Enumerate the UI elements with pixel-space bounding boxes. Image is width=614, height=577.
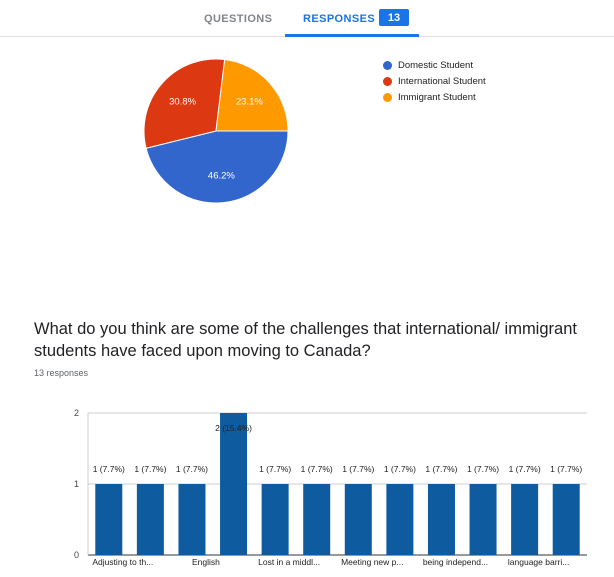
bar	[469, 484, 497, 555]
bar	[344, 484, 372, 555]
pie-slice-label: 30.8%	[169, 96, 196, 107]
legend-item: International Student	[383, 73, 486, 89]
x-tick-label: Adjusting to th...	[92, 557, 153, 567]
pie-legend: Domestic Student International Student Imm…	[383, 57, 486, 105]
x-tick-label: language barri...	[508, 557, 569, 567]
legend-label: International Student	[398, 75, 486, 87]
tab-responses-label: RESPONSES	[303, 12, 376, 25]
bar-data-label: 1 (7.7%)	[467, 464, 499, 474]
bar	[427, 484, 455, 555]
legend-swatch	[383, 92, 392, 102]
pie-slice-international-student	[143, 58, 226, 149]
bar-data-label: 1 (7.7%)	[301, 464, 333, 474]
bar	[552, 484, 580, 555]
tab-responses[interactable]: RESPONSES	[303, 0, 375, 37]
bar-data-label: 1 (7.7%)	[509, 464, 541, 474]
pie-slice-label: 46.2%	[208, 170, 235, 181]
pie-slice-label: 23.1%	[236, 96, 263, 107]
bar-data-label: 1 (7.7%)	[425, 464, 457, 474]
bar-chart: 0 1 2 1 (7.7%) Adjusting to th... 1 (7.7%) 1 (…	[74, 408, 587, 567]
bar	[178, 484, 206, 555]
tab-questions[interactable]: QUESTIONS	[204, 0, 272, 37]
legend-label: Immigrant Student	[398, 91, 476, 103]
x-tick-label: being independ...	[423, 557, 488, 567]
question-title: What do you think are some of the challe…	[34, 320, 577, 360]
y-tick-label: 0	[74, 550, 79, 560]
x-tick-label: English	[192, 557, 220, 567]
bar-data-label: 1 (7.7%)	[259, 464, 291, 474]
bar	[511, 484, 539, 555]
active-tab-indicator	[285, 34, 419, 37]
pie-slice-immigrant-student	[215, 58, 289, 132]
bar-data-label: 2 (15.4%)	[215, 423, 252, 433]
bar-data-label: 1 (7.7%)	[176, 464, 208, 474]
legend-swatch	[383, 76, 392, 86]
bar-data-label: 1 (7.7%)	[550, 464, 582, 474]
bar-data-label: 1 (7.7%)	[384, 464, 416, 474]
bar	[136, 484, 164, 555]
bar	[220, 413, 248, 555]
responses-count-badge: 13	[379, 9, 409, 26]
bar	[386, 484, 414, 555]
y-tick-label: 1	[74, 479, 79, 489]
x-tick-label: Meeting new p...	[341, 557, 403, 567]
tab-bar: QUESTIONS RESPONSES 13	[0, 0, 614, 37]
bar	[303, 484, 331, 555]
bar-data-label: 1 (7.7%)	[342, 464, 374, 474]
legend-label: Domestic Student	[398, 59, 473, 71]
bar	[95, 484, 123, 555]
y-tick-label: 2	[74, 408, 79, 418]
tab-questions-label: QUESTIONS	[204, 12, 273, 25]
legend-item: Immigrant Student	[383, 89, 486, 105]
legend-swatch	[383, 60, 392, 70]
response-count: 13 responses	[34, 368, 89, 378]
legend-item: Domestic Student	[383, 57, 486, 73]
pie-chart: 46.2% 30.8% 23.1%	[143, 58, 289, 204]
x-tick-label: Lost in a middl...	[258, 557, 320, 567]
bar	[261, 484, 289, 555]
pie-slice-domestic-student	[145, 130, 289, 204]
bar-data-label: 1 (7.7%)	[93, 464, 125, 474]
bar-data-label: 1 (7.7%)	[134, 464, 166, 474]
